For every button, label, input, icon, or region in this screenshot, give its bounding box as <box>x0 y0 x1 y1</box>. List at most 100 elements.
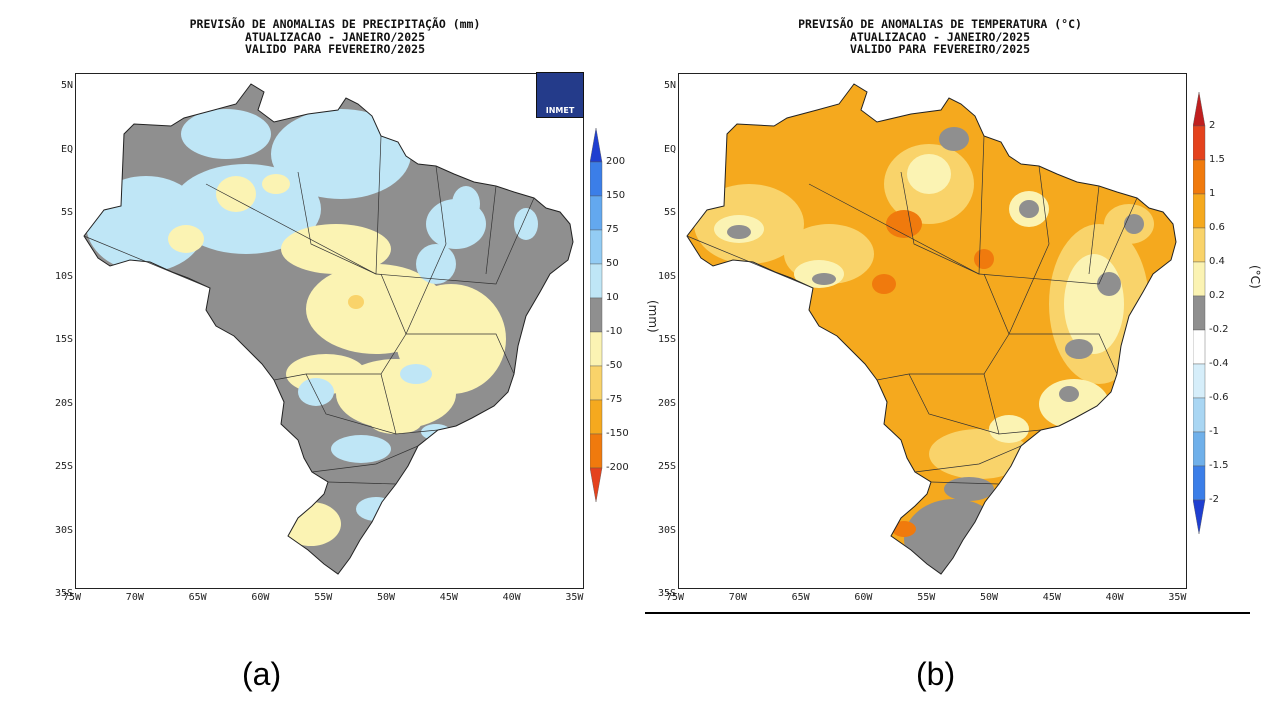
panel-a-colorbar-segment <box>590 263 603 299</box>
panel-a-colorbar-segment <box>590 365 603 401</box>
panel-b-lat-tick: 15S <box>657 334 676 345</box>
panel-a-colorbar-label: -200 <box>606 462 629 473</box>
panel-a-country-outline <box>83 83 574 575</box>
panel-b-colorbar-label: 1 <box>1209 188 1216 199</box>
panel-b-colorbar-label: -0.6 <box>1209 392 1229 403</box>
panel-a-lon-tick: 65W <box>188 592 207 603</box>
panel-b-colorbar-segment <box>1193 125 1206 161</box>
panel-b-colorbar-segment <box>1193 261 1206 297</box>
panel-b-colorbar-segment <box>1193 227 1206 263</box>
panel-a-title-line3: VALIDO PARA FEVEREIRO/2025 <box>244 42 425 56</box>
panel-b-lon-tick: 70W <box>728 592 747 603</box>
panel-b-unit-label: (°C) <box>1248 265 1262 289</box>
inmet-logo-text: INMET <box>545 106 575 115</box>
panel-b-lat-tick: 35S <box>657 588 676 599</box>
panel-b-colorbar-segment <box>1193 397 1206 433</box>
panel-a-colorbar-segment <box>590 297 603 333</box>
panel-a-colorbar-label: -50 <box>606 360 623 371</box>
panel-b-lat-tick: 25S <box>657 461 676 472</box>
panel-a-lat-tick: 5S <box>60 207 73 218</box>
panel-a-lon-tick: 55W <box>314 592 333 603</box>
panel-b-lat-tick: EQ <box>663 143 676 155</box>
panel-a-colorbar-label: 50 <box>606 258 619 269</box>
panel-b-lon-tick: 40W <box>1105 592 1124 603</box>
panel-a-anomaly-field <box>84 84 573 574</box>
panel-a-map <box>83 83 574 575</box>
panel-a-lon-tick: 40W <box>502 592 521 603</box>
panel-b-colorbar-segment <box>1193 92 1206 127</box>
panel-b-colorbar-label: -1 <box>1209 426 1219 437</box>
panel-a-lat-tick: 15S <box>54 334 73 345</box>
panel-b-colorbar-segment <box>1193 363 1206 399</box>
panel-b-map-frame <box>678 73 1187 589</box>
panel-a-caption: (a) <box>242 656 282 692</box>
panel-b-lat-tick: 20S <box>657 397 676 409</box>
panel-b-colorbar-label: 0.6 <box>1209 222 1225 233</box>
panel-a-colorbar <box>590 128 603 503</box>
panel-a-lat-tick: 35S <box>54 588 73 599</box>
panel-b-lon-tick: 45W <box>1042 592 1061 603</box>
panel-a-lat-tick: 5N <box>60 80 73 91</box>
panel-a-colorbar-segment <box>590 331 603 367</box>
panel-b-anomaly-field <box>687 84 1176 574</box>
panel-a-lat-tick: 25S <box>54 461 73 472</box>
panel-b-country-outline <box>686 83 1177 575</box>
panel-b-colorbar-label: -0.4 <box>1209 358 1229 369</box>
panel-a-colorbar-segment <box>590 229 603 265</box>
panel-b-lat-tick: 5S <box>663 207 676 218</box>
panel-a-lat-tick: EQ <box>60 143 73 155</box>
panel-b-colorbar-segment <box>1193 465 1206 501</box>
panel-b-title-line2: ATUALIZACAO - JANEIRO/2025 <box>849 29 1030 44</box>
panel-a-colorbar-segment <box>590 433 603 469</box>
panel-a-lon-tick: 35W <box>565 592 584 603</box>
panel-a-colorbar-segment <box>590 467 603 503</box>
panel-a-colorbar-label: -150 <box>606 428 629 439</box>
panel-b-title: PREVISÃO DE ANOMALIAS DE TEMPERATURA (°C… <box>755 18 1125 56</box>
panel-b-colorbar-label: -2 <box>1209 494 1219 505</box>
panel-b-colorbar-segment <box>1193 499 1206 535</box>
panel-b-lon-tick: 60W <box>854 592 873 603</box>
panel-b-colorbar-segment <box>1193 431 1206 467</box>
panel-b-state-borders <box>686 135 1138 485</box>
panel-a-lon-tick: 50W <box>377 592 396 603</box>
panel-a-map-frame <box>75 73 584 589</box>
panel-a-lon-tick: 70W <box>125 592 144 603</box>
panel-b-colorbar-label: 2 <box>1209 120 1216 131</box>
panel-b-colorbar-label: -1.5 <box>1209 460 1229 471</box>
panel-b-lat-tick: 30S <box>657 524 676 536</box>
panel-a-colorbar-label: 200 <box>606 156 626 167</box>
panel-a-colorbar-label: -75 <box>606 394 623 405</box>
panel-b-colorbar-label: 1.5 <box>1209 154 1225 165</box>
panel-a-lat-tick: 10S <box>54 270 73 282</box>
panel-b-colorbar-segment <box>1193 159 1206 195</box>
panel-b-underline <box>645 612 1250 614</box>
panel-b-lat-tick: 10S <box>657 270 676 282</box>
panel-b-lat-tick: 5N <box>663 80 676 91</box>
panel-a-title-line2: ATUALIZACAO - JANEIRO/2025 <box>244 29 425 44</box>
panel-b-colorbar-segment <box>1193 295 1206 331</box>
panel-b-colorbar <box>1193 92 1206 535</box>
panel-a-colorbar-segment <box>590 161 603 197</box>
panel-a-colorbar-label: 75 <box>606 224 619 235</box>
panel-b-lon-tick: 55W <box>917 592 936 603</box>
panel-a-lat-tick: 20S <box>54 397 73 409</box>
panel-b-title-line3: VALIDO PARA FEVEREIRO/2025 <box>849 42 1030 56</box>
panel-b-lon-tick: 35W <box>1168 592 1187 603</box>
panel-b-colorbar-label: 0.2 <box>1209 290 1225 301</box>
panel-a-colorbar-segment <box>590 195 603 231</box>
panel-b-colorbar-label: -0.2 <box>1209 324 1229 335</box>
panel-a-unit-label: (mm) <box>646 300 660 333</box>
panel-a-lon-tick: 75W <box>63 592 82 603</box>
panel-b-caption: (b) <box>916 656 956 692</box>
panel-a-lon-tick: 45W <box>439 592 458 603</box>
panel-b-lon-tick: 50W <box>980 592 999 603</box>
panel-a-state-borders <box>83 135 535 485</box>
panel-b-colorbar-label: 0.4 <box>1209 256 1225 267</box>
panel-b-lon-tick: 65W <box>791 592 810 603</box>
panel-a-colorbar-segment <box>590 128 603 163</box>
inmet-logo: INMET <box>536 72 584 118</box>
panel-a-colorbar-segment <box>590 399 603 435</box>
panel-a-title-line1: PREVISÃO DE ANOMALIAS DE PRECIPITAÇÃO (m… <box>189 17 481 31</box>
panel-a-colorbar-label: 10 <box>606 292 619 303</box>
panel-a-colorbar-label: -10 <box>606 326 623 337</box>
